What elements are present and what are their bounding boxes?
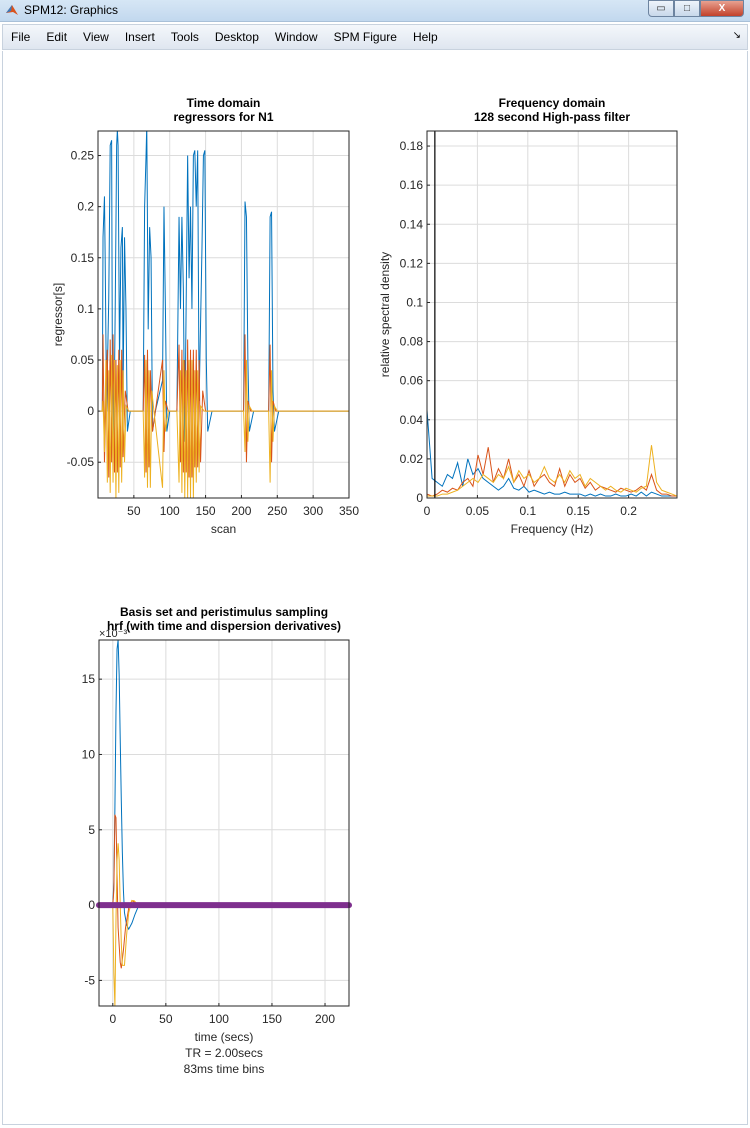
chart-title: regressors for N1 <box>173 110 273 124</box>
x-tick-label: 200 <box>315 1012 335 1026</box>
series-blue <box>112 640 142 931</box>
x-tick-label: 0.1 <box>519 504 536 518</box>
close-button[interactable]: X <box>700 0 744 17</box>
chart-title: Time domain <box>187 96 261 110</box>
y-tick-label: 0.16 <box>400 178 424 192</box>
axes-box <box>98 639 350 1007</box>
plot-lines <box>427 409 677 497</box>
y-exponent-label: ×10⁻³ <box>99 628 127 640</box>
minimize-button[interactable]: ▭ <box>648 0 674 17</box>
figure-area <box>2 51 748 1125</box>
menu-bar: File Edit View Insert Tools Desktop Wind… <box>2 24 748 50</box>
menu-view[interactable]: View <box>83 30 109 44</box>
x-axis-label: scan <box>211 522 236 536</box>
x-axis-label: time (secs) <box>195 1030 254 1044</box>
y-tick-label: 0.08 <box>400 335 424 349</box>
chart-title: Basis set and peristimulus sampling <box>120 605 328 619</box>
y-tick-label: 10 <box>82 747 96 761</box>
x-tick-label: 150 <box>262 1012 282 1026</box>
y-tick-label: 5 <box>88 823 95 837</box>
plot-lines <box>100 131 349 498</box>
x-tick-label: 100 <box>160 504 180 518</box>
y-tick-label: 0.02 <box>400 452 424 466</box>
chart-2: 0 50 100 150 200 -5 0 5 10 15 Basis set and perist… <box>82 605 352 1076</box>
title-bar: SPM12: Graphics ▭ □ X <box>0 0 750 22</box>
x-tick-label: 0 <box>424 504 431 518</box>
maximize-button[interactable]: □ <box>674 0 700 17</box>
x-tick-label: 250 <box>267 504 287 518</box>
menu-desktop[interactable]: Desktop <box>214 30 259 44</box>
menu-spm-figure[interactable]: SPM Figure <box>333 30 397 44</box>
x-axis-label: Frequency (Hz) <box>511 522 594 536</box>
x-tick-label: 0.15 <box>567 504 591 518</box>
x-tick-label: 100 <box>209 1012 229 1026</box>
x-tick-label: 50 <box>159 1012 173 1026</box>
window-title: SPM12: Graphics <box>24 3 119 17</box>
x-tick-label: 50 <box>127 504 141 518</box>
series-orange <box>100 334 349 478</box>
x-tick-label: 0 <box>109 1012 116 1026</box>
y-axis-label: regressor[s] <box>51 283 65 346</box>
y-tick-label: 0.12 <box>400 256 424 270</box>
series-blue <box>100 131 349 442</box>
menu-window[interactable]: Window <box>274 30 318 44</box>
chart-0: 50 100 150 200 250 300 350 -0.05 0 0.05 0.1 0.15 0.2… <box>51 96 359 536</box>
y-tick-label: 0 <box>416 491 423 505</box>
x-tick-label: 0.2 <box>620 504 637 518</box>
y-tick-label: -5 <box>84 973 95 987</box>
x-tick-label: 300 <box>303 504 323 518</box>
y-tick-label: 0.15 <box>71 251 95 265</box>
y-tick-label: 0.14 <box>400 217 424 231</box>
menu-insert[interactable]: Insert <box>124 30 155 44</box>
x-tick-label: 0.05 <box>466 504 490 518</box>
series-yellow <box>100 354 349 498</box>
menu-file[interactable]: File <box>11 30 31 44</box>
chart-title: hrf (with time and dispersion derivative… <box>107 619 341 633</box>
y-tick-label: 0.04 <box>400 413 424 427</box>
x-tick-label: 350 <box>339 504 359 518</box>
y-tick-label: 0 <box>87 404 94 418</box>
y-tick-label: 0.1 <box>77 302 94 316</box>
menu-tools[interactable]: Tools <box>170 30 199 44</box>
plot-lines <box>112 640 142 1006</box>
x-axis-note: TR = 2.00secs <box>185 1046 263 1060</box>
y-tick-label: 15 <box>82 672 96 686</box>
dock-icon[interactable]: ↘ <box>732 30 741 41</box>
y-tick-label: 0.18 <box>400 139 424 153</box>
series-yellow <box>427 445 677 497</box>
matlab-logo-icon <box>6 5 18 15</box>
y-tick-label: 0.25 <box>71 149 95 163</box>
y-tick-label: 0.06 <box>400 374 424 388</box>
x-tick-label: 200 <box>231 504 251 518</box>
chart-title: Frequency domain <box>499 96 606 110</box>
menu-help[interactable]: Help <box>412 30 438 44</box>
menu-edit[interactable]: Edit <box>46 30 68 44</box>
series-orange <box>427 447 677 497</box>
axes-box <box>97 130 350 499</box>
axes-box <box>426 130 678 499</box>
chart-1: 0 0.05 0.1 0.15 0.2 0 0.02 0.04 0.06 0.08 0.1 0.12 0… <box>378 96 678 536</box>
series-blue <box>427 409 677 497</box>
chart-title: 128 second High-pass filter <box>474 110 630 124</box>
y-tick-label: 0.2 <box>77 200 94 214</box>
y-tick-label: 0.1 <box>406 295 423 309</box>
y-axis-label: relative spectral density <box>378 252 392 377</box>
x-axis-note: 83ms time bins <box>184 1062 265 1076</box>
y-tick-label: 0 <box>88 898 95 912</box>
x-tick-label: 150 <box>196 504 216 518</box>
y-tick-label: -0.05 <box>67 455 95 469</box>
y-tick-label: 0.05 <box>71 353 95 367</box>
